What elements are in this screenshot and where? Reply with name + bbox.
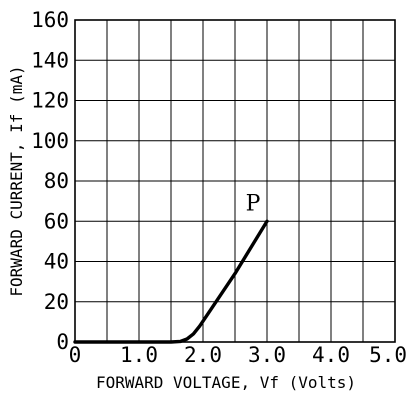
x-tick-label: 4.0 [312,343,350,367]
x-axis-label: FORWARD VOLTAGE, Vf (Volts) [96,373,356,392]
x-tick-label: 2.0 [184,343,222,367]
plot-frame [74,19,396,343]
y-tick-label: 20 [44,290,69,314]
series-layer: P [73,191,269,344]
series-line [73,219,269,344]
y-tick-label: 100 [31,129,69,153]
y-tick-label: 80 [44,169,69,193]
y-tick-labels: 0 20 40 60 80 100 120 140 160 [31,8,69,354]
x-tick-label: 0 [69,343,82,367]
y-tick-label: 160 [31,8,69,32]
x-tick-label: 5.0 [369,343,407,367]
y-tick-label: 60 [44,209,69,233]
y-tick-label: 120 [31,89,69,113]
series-label: P [246,191,261,216]
y-tick-label: 140 [31,48,69,72]
grid [75,20,395,342]
x-tick-labels: 0 1.0 2.0 3.0 4.0 5.0 [69,343,407,367]
y-tick-label: 0 [56,330,69,354]
y-tick-label: 40 [44,250,69,274]
x-tick-label: 1.0 [120,343,158,367]
y-axis-label: FORWARD CURRENT, If (mA) [7,65,26,296]
x-tick-label: 3.0 [248,343,286,367]
